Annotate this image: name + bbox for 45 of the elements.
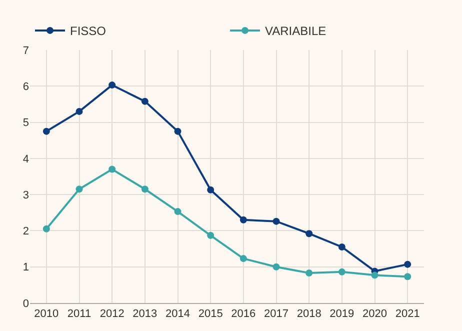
point: [240, 216, 247, 224]
point: [207, 186, 214, 194]
legend-label: FISSO: [70, 24, 106, 38]
x-tick-label: 2012: [100, 308, 124, 320]
point: [338, 268, 346, 276]
y-tick-label: 2: [22, 226, 29, 238]
x-tick-label: 2016: [231, 308, 256, 320]
x-tick-label: 2014: [166, 308, 190, 320]
point: [141, 98, 148, 105]
x-tick-label: 2013: [132, 308, 158, 320]
x-tick-label: 2010: [34, 308, 59, 320]
y-tick-label: 6: [22, 80, 29, 93]
y-tick-label: 7: [22, 44, 29, 57]
x-tick-label: 2019: [330, 308, 354, 320]
y-tick-label: 4: [22, 153, 29, 166]
point: [108, 166, 116, 173]
point: [272, 218, 280, 225]
point: [338, 243, 346, 250]
point: [76, 186, 83, 193]
point: [272, 263, 280, 270]
point: [207, 232, 214, 239]
x-tick-label: 2018: [296, 308, 322, 320]
legend-label: VARIABILE: [265, 24, 326, 38]
point: [141, 186, 148, 193]
point: [306, 230, 313, 238]
point: [42, 128, 50, 135]
point: [76, 108, 83, 115]
point: [404, 273, 412, 280]
x-tick-label: 2011: [67, 308, 92, 320]
point: [174, 208, 182, 216]
point: [404, 260, 412, 268]
point: [108, 82, 116, 89]
y-tick-label: 5: [22, 117, 29, 130]
point: [240, 255, 247, 262]
point: [371, 272, 378, 279]
y-tick-label: 0: [22, 298, 29, 310]
x-tick-label: 2020: [362, 308, 387, 320]
x-tick-label: 2015: [198, 308, 223, 320]
y-tick-label: 1: [22, 262, 29, 274]
point: [174, 128, 182, 135]
y-tick-label: 3: [22, 189, 29, 202]
point: [306, 270, 313, 276]
point: [42, 225, 50, 232]
x-tick-label: 2021: [395, 308, 420, 320]
x-tick-label: 2017: [264, 308, 288, 320]
